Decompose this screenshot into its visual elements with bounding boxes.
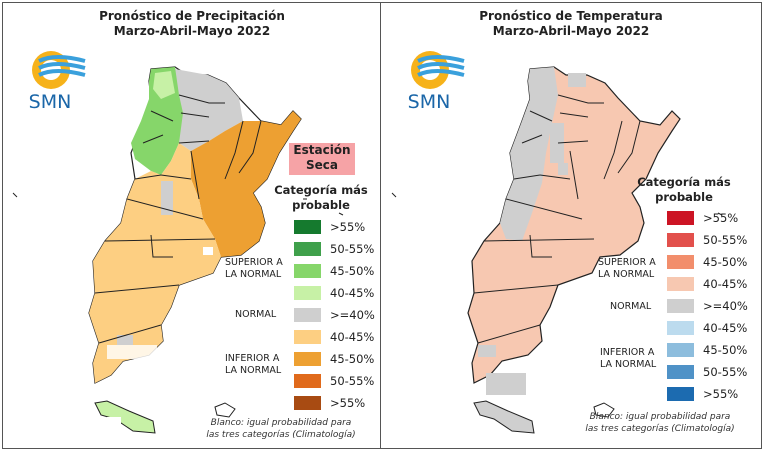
temp-legend-label: 45-50%	[703, 255, 748, 269]
precip-legend-label: 50-55%	[330, 374, 375, 388]
precip-legend-swatch	[294, 220, 321, 234]
precip-legend-label: 50-55%	[330, 242, 375, 256]
precip-legend-label: 40-45%	[330, 286, 375, 300]
temp-legend-swatch	[667, 343, 694, 357]
temp-legend-swatch	[667, 255, 694, 269]
precip-group-above: SUPERIOR A LA NORMAL	[225, 257, 283, 281]
temp-above-line2: LA NORMAL	[598, 269, 655, 280]
orange-area	[191, 111, 301, 257]
smn-logo-text: SMN	[407, 91, 451, 113]
temp-note-line2: las tres categorías (Climatología)	[585, 424, 735, 434]
precip-legend-label: >55%	[330, 220, 366, 234]
precip-legend-swatch	[294, 352, 321, 366]
temp-legend-swatch	[667, 299, 694, 313]
malvinas	[214, 402, 236, 418]
temp-legend-swatch	[667, 365, 694, 379]
precip-heading-line1: Categoría más	[274, 183, 368, 197]
precip-heading-line2: probable	[292, 198, 350, 212]
smn-logo-text: SMN	[28, 91, 72, 113]
precip-legend-swatch	[294, 396, 321, 410]
precip-legend-label: 45-50%	[330, 264, 375, 278]
temp-heading-line2: probable	[655, 190, 713, 204]
temp-group-above: SUPERIOR A LA NORMAL	[598, 257, 656, 281]
precip-below-line1: INFERIOR A	[225, 353, 280, 364]
temp-title: Pronóstico de Temperatura	[479, 9, 663, 23]
precip-legend-swatch	[294, 308, 321, 322]
temp-below-line2: LA NORMAL	[600, 359, 657, 370]
precip-below-line2: LA NORMAL	[225, 365, 282, 376]
temp-legend-label: 50-55%	[703, 365, 748, 379]
malvinas	[593, 402, 615, 418]
precip-legend-label: >55%	[330, 396, 366, 410]
gray-area	[500, 67, 558, 241]
precip-legend-swatch	[294, 242, 321, 256]
precip-legend-label: >=40%	[330, 308, 375, 322]
temp-legend-label: 40-45%	[703, 277, 748, 291]
precip-group-normal: NORMAL	[235, 309, 277, 320]
temp-below-line1: INFERIOR A	[600, 347, 655, 358]
temp-legend-swatch	[667, 211, 694, 225]
argentina-outline	[467, 66, 681, 384]
precip-group-below: INFERIOR A LA NORMAL	[225, 353, 281, 377]
temp-subtitle: Marzo-Abril-Mayo 2022	[492, 24, 650, 38]
smn-logo-icon	[32, 51, 86, 89]
temp-above-line1: SUPERIOR A	[598, 257, 656, 268]
precip-above-line1: SUPERIOR A	[225, 257, 283, 268]
precip-legend-swatch	[294, 286, 321, 300]
precip-subtitle: Marzo-Abril-Mayo 2022	[113, 24, 271, 38]
tierra-del-fuego	[94, 400, 156, 434]
temp-legend-swatch	[667, 233, 694, 247]
precip-legend-swatch	[294, 264, 321, 278]
temp-category-heading: Categoría más probable	[634, 175, 734, 205]
precipitation-map	[12, 66, 344, 434]
temp-heading-line1: Categoría más	[637, 175, 731, 189]
temp-legend-label: >55%	[703, 387, 739, 401]
precip-note: Blanco: igual probabilidad para las tres…	[183, 417, 379, 441]
temperature-panel: Pronóstico de Temperatura Marzo-Abril-Ma…	[382, 3, 760, 447]
temperature-map	[391, 66, 723, 434]
precip-note-line1: Blanco: igual probabilidad para	[210, 418, 352, 428]
temp-legend-label: >=40%	[703, 299, 748, 313]
temp-group-normal: NORMAL	[610, 301, 652, 312]
temp-legend-swatch	[667, 321, 694, 335]
precip-title: Pronóstico de Precipitación	[99, 9, 285, 23]
tierra-del-fuego	[473, 400, 535, 434]
temp-legend-label: 50-55%	[703, 233, 748, 247]
precip-legend-swatch	[294, 374, 321, 388]
precip-above-line2: LA NORMAL	[225, 269, 282, 280]
temp-legend-swatch	[667, 277, 694, 291]
precip-legend-swatch	[294, 330, 321, 344]
temp-legend-swatch	[667, 387, 694, 401]
temp-group-below: INFERIOR A LA NORMAL	[600, 347, 656, 371]
precip-note-line2: las tres categorías (Climatología)	[206, 430, 356, 440]
precip-category-heading: Categoría más probable	[271, 183, 371, 213]
temp-legend-label: >55%	[703, 211, 739, 225]
temp-legend-label: 40-45%	[703, 321, 748, 335]
dry-season-line1: Estación	[293, 143, 351, 157]
dry-season-badge: Estación Seca	[289, 143, 355, 175]
panel-divider	[380, 2, 381, 449]
precip-legend-label: 45-50%	[330, 352, 375, 366]
precipitation-panel: Pronóstico de Precipitación Marzo-Abril-…	[3, 3, 381, 447]
temp-legend-label: 45-50%	[703, 343, 748, 357]
smn-logo-icon	[411, 51, 465, 89]
temp-note: Blanco: igual probabilidad para las tres…	[562, 411, 758, 435]
precip-legend-label: 40-45%	[330, 330, 375, 344]
dry-season-line2: Seca	[306, 158, 338, 172]
temp-note-line1: Blanco: igual probabilidad para	[589, 412, 731, 422]
